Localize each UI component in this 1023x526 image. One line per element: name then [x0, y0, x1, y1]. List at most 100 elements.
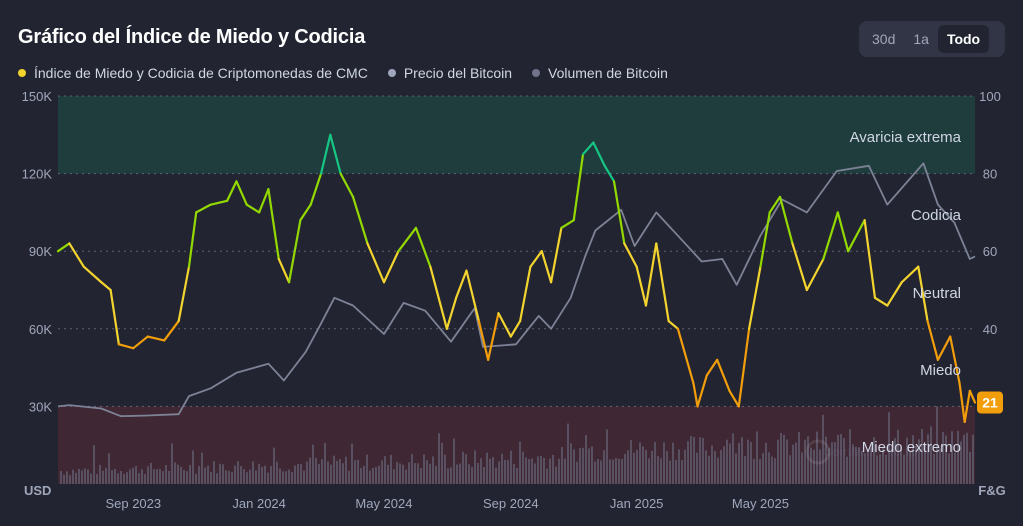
- volume-bar: [699, 437, 701, 484]
- volume-bar: [624, 453, 626, 484]
- legend-item-fear-greed[interactable]: Índice de Miedo y Codicia de Criptomoned…: [18, 65, 368, 81]
- series-fear-greed-segment: [329, 133, 342, 175]
- volume-bar: [906, 437, 908, 484]
- legend-item-btc-volume[interactable]: Volumen de Bitcoin: [532, 65, 668, 81]
- volume-bar: [69, 475, 71, 484]
- volume-bar: [750, 442, 752, 484]
- series-fear-greed-segment: [465, 269, 480, 323]
- range-all-button[interactable]: Todo: [937, 25, 990, 53]
- series-fear-greed-segment: [445, 296, 458, 330]
- volume-bar: [183, 469, 185, 484]
- volume-bar: [165, 465, 167, 484]
- volume-bar: [831, 442, 833, 484]
- volume-bar: [765, 442, 767, 484]
- volume-bar: [129, 469, 131, 484]
- legend-item-btc-price[interactable]: Precio del Bitcoin: [387, 65, 512, 81]
- volume-bar: [963, 434, 965, 484]
- volume-bar: [591, 446, 593, 484]
- volume-bar: [288, 469, 290, 484]
- volume-bar: [672, 442, 674, 484]
- range-30d-button[interactable]: 30d: [872, 31, 896, 47]
- right-axis-label: F&G: [978, 483, 1005, 498]
- volume-bar: [498, 461, 500, 484]
- volume-bar: [153, 469, 155, 484]
- left-axis-tick-label: 60K: [29, 322, 52, 337]
- series-fear-greed-segment: [836, 211, 850, 253]
- volume-bar: [840, 434, 842, 484]
- volume-bar: [75, 472, 77, 484]
- volume-bar: [99, 464, 101, 484]
- series-fear-greed-segment: [68, 242, 85, 268]
- volume-bar: [909, 451, 911, 484]
- volume-bar: [639, 442, 641, 484]
- volume-bar: [891, 445, 893, 484]
- volume-bar: [192, 450, 194, 484]
- series-fear-greed-segment: [822, 211, 839, 261]
- volume-bar: [318, 463, 320, 484]
- volume-bar: [357, 459, 359, 484]
- volume-bar: [411, 453, 413, 484]
- volume-bar: [837, 434, 839, 484]
- volume-bar: [282, 471, 284, 484]
- volume-bar: [291, 471, 293, 484]
- volume-bar: [861, 450, 863, 484]
- volume-bar: [537, 456, 539, 484]
- legend-dot-fear-greed: [18, 69, 26, 77]
- x-axis-tick-label: Jan 2025: [610, 496, 664, 511]
- volume-bar: [741, 437, 743, 484]
- volume-bar: [222, 464, 224, 484]
- left-axis-label: USD: [24, 483, 51, 498]
- series-fear-greed-segment: [109, 288, 120, 346]
- volume-bar: [246, 472, 248, 484]
- volume-bar: [231, 472, 233, 484]
- volume-bar: [774, 458, 776, 484]
- series-fear-greed-segment: [696, 374, 708, 408]
- volume-bar: [207, 465, 209, 484]
- volume-bar: [156, 469, 158, 484]
- series-fear-greed-segment: [509, 319, 522, 338]
- volume-bar: [657, 455, 659, 484]
- volume-bar: [486, 452, 488, 484]
- series-fear-greed-segment: [592, 141, 606, 167]
- volume-bar: [420, 468, 422, 484]
- series-fear-greed-segment: [560, 219, 575, 230]
- left-axis-tick-label: 120K: [22, 167, 53, 182]
- volume-bar: [834, 442, 836, 484]
- volume-bar: [936, 406, 938, 484]
- volume-bar: [744, 455, 746, 484]
- volume-bar: [387, 464, 389, 484]
- volume-bar: [66, 471, 68, 484]
- volume-bar: [597, 458, 599, 484]
- series-fear-greed-segment: [847, 219, 866, 253]
- volume-bar: [477, 462, 479, 484]
- volume-bar: [801, 452, 803, 484]
- volume-bar: [459, 463, 461, 484]
- x-axis-tick-label: Sep 2023: [105, 496, 161, 511]
- volume-bar: [630, 440, 632, 484]
- volume-bar: [351, 443, 353, 484]
- range-1y-button[interactable]: 1a: [913, 31, 929, 47]
- volume-bar: [312, 444, 314, 484]
- volume-bar: [621, 459, 623, 484]
- volume-bar: [771, 456, 773, 484]
- volume-bar: [462, 451, 464, 484]
- volume-bar: [189, 464, 191, 484]
- volume-bar: [390, 454, 392, 484]
- volume-bar: [240, 466, 242, 484]
- volume-bar: [285, 471, 287, 484]
- volume-bar: [921, 428, 923, 484]
- volume-bar: [171, 443, 173, 484]
- volume-bar: [705, 450, 707, 484]
- volume-bar: [603, 450, 605, 484]
- volume-bar: [93, 445, 95, 484]
- volume-bar: [414, 463, 416, 484]
- volume-bar: [660, 458, 662, 484]
- volume-bar: [408, 462, 410, 484]
- volume-bar: [735, 453, 737, 484]
- series-fear-greed-segment: [748, 265, 762, 330]
- volume-bar: [105, 467, 107, 484]
- volume-bar: [561, 447, 563, 484]
- volume-bar: [822, 414, 824, 484]
- volume-bar: [201, 452, 203, 484]
